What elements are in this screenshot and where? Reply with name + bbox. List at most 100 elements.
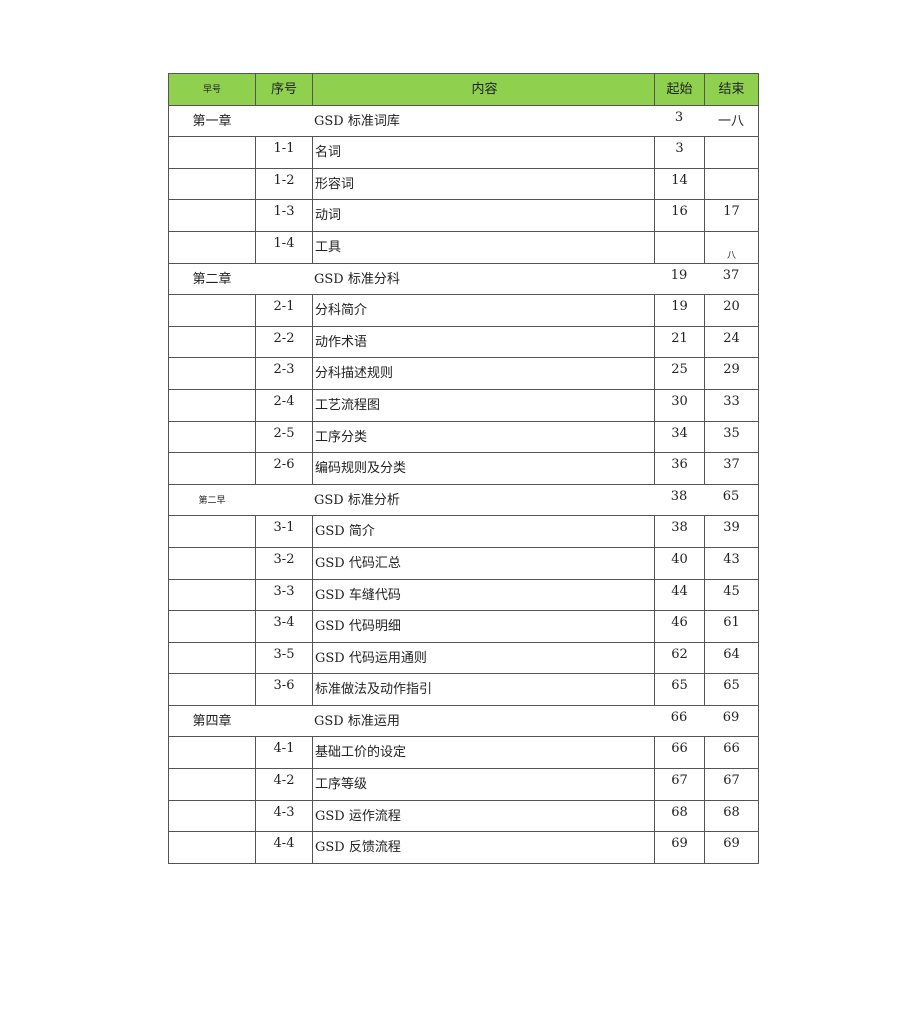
start-page-cell: 66 (654, 737, 704, 769)
chapter-cell (169, 801, 255, 832)
chapter-cell (169, 232, 255, 263)
chapter-cell (169, 548, 255, 579)
content-cell: 标准做法及动作指引 (312, 674, 654, 705)
seq-cell: 3-2 (255, 547, 312, 579)
seq-cell (255, 106, 312, 137)
chapter-row: 第二早 GSD 标准分析 38 65 (169, 485, 758, 517)
section-row: 1-4 工具 八 (169, 231, 758, 264)
content-cell: 名词 (312, 137, 654, 168)
chapter-cell (169, 358, 255, 389)
start-page-cell: 14 (654, 168, 704, 200)
content-cell: GSD 代码明细 (312, 611, 654, 642)
start-page-cell: 3 (674, 109, 684, 125)
content-cell: 动作术语 (312, 326, 654, 358)
toc-table: 早号 序号 内容 起始 结束 第一章 GSD 标准词库 3 一八 1-1 名词 3 1-2 形容… (168, 73, 759, 864)
seq-cell: 3-4 (255, 611, 312, 642)
seq-cell: 4-2 (255, 769, 312, 800)
section-row: 3-5 GSD 代码运用通则 62 64 (169, 642, 758, 675)
start-page-cell: 65 (654, 674, 704, 705)
end-page-cell: 八 (704, 231, 758, 263)
content-cell: GSD 代码运用通则 (312, 642, 654, 674)
start-page-cell: 19 (670, 267, 688, 283)
seq-cell: 4-4 (255, 832, 312, 863)
content-cell: GSD 运作流程 (312, 800, 654, 832)
chapter-cell (169, 674, 255, 705)
start-page-cell: 44 (654, 579, 704, 611)
start-page-cell: 46 (654, 611, 704, 642)
start-page-cell: 66 (670, 709, 688, 725)
section-row: 4-2 工序等级 67 67 (169, 769, 758, 801)
chapter-cell (169, 390, 255, 421)
chapter-row: 第一章 GSD 标准词库 3 一八 (169, 106, 758, 138)
start-page-cell: 25 (654, 358, 704, 389)
end-page-cell: 67 (704, 769, 758, 800)
header-end: 结束 (704, 74, 758, 105)
seq-cell: 1-1 (255, 137, 312, 168)
seq-cell: 2-5 (255, 421, 312, 453)
content-cell: GSD 代码汇总 (312, 547, 654, 579)
header-start: 起始 (654, 74, 704, 105)
chapter-cell (169, 200, 255, 231)
content-cell: 基础工价的设定 (312, 737, 654, 769)
content-cell: 动词 (312, 200, 654, 231)
end-page-cell: 45 (704, 579, 758, 611)
section-row: 2-2 动作术语 21 24 (169, 326, 758, 359)
seq-cell: 3-6 (255, 674, 312, 705)
content-cell: 工序分类 (312, 421, 654, 453)
section-row: 3-1 GSD 简介 38 39 (169, 516, 758, 548)
section-row: 3-2 GSD 代码汇总 40 43 (169, 547, 758, 580)
seq-cell: 1-4 (255, 231, 312, 263)
end-page-cell: 68 (704, 800, 758, 832)
seq-cell: 2-3 (255, 358, 312, 389)
end-page-cell: 33 (704, 389, 758, 421)
end-page-cell: 61 (704, 611, 758, 642)
content-cell: GSD 反馈流程 (312, 832, 654, 863)
section-row: 1-3 动词 16 17 (169, 200, 758, 232)
start-page-cell: 34 (654, 421, 704, 453)
table-header: 早号 序号 内容 起始 结束 (169, 74, 758, 106)
end-page-cell: 一八 (717, 113, 744, 129)
content-cell: GSD 简介 (312, 516, 654, 547)
start-page-cell: 62 (654, 642, 704, 674)
chapter-cell: 第二早 (198, 495, 226, 506)
chapter-cell (169, 643, 255, 674)
chapter-cell (169, 737, 255, 768)
section-row: 2-4 工艺流程图 30 33 (169, 389, 758, 422)
chapter-cell (169, 137, 255, 168)
content-cell: GSD 标准分析 (314, 492, 400, 508)
section-row: 2-3 分科描述规则 25 29 (169, 358, 758, 390)
chapter-cell (169, 516, 255, 547)
chapter-row: 第四章 GSD 标准运用 66 69 (169, 706, 758, 738)
content-cell: 分科简介 (312, 295, 654, 326)
seq-cell: 3-3 (255, 579, 312, 611)
chapter-cell (169, 611, 255, 642)
end-page-cell: 65 (704, 674, 758, 705)
end-page-cell: 43 (704, 547, 758, 579)
end-page-cell: 37 (722, 267, 740, 283)
start-page-cell: 21 (654, 326, 704, 358)
section-row: 2-1 分科简介 19 20 (169, 295, 758, 327)
end-page-cell: 37 (704, 453, 758, 484)
chapter-row: 第二章 GSD 标准分科 19 37 (169, 264, 758, 296)
section-row: 1-1 名词 3 (169, 137, 758, 169)
start-page-cell: 67 (654, 769, 704, 800)
header-seq: 序号 (255, 74, 312, 105)
section-row: 4-4 GSD 反馈流程 69 69 (169, 832, 758, 864)
section-row: 1-2 形容词 14 (169, 168, 758, 201)
end-page-cell: 66 (704, 737, 758, 769)
start-page-cell: 69 (654, 832, 704, 863)
seq-cell: 4-1 (255, 737, 312, 769)
header-chapter: 早号 (202, 85, 221, 95)
end-page-cell: 20 (704, 295, 758, 326)
seq-cell: 1-2 (255, 168, 312, 200)
end-page-cell: 69 (704, 832, 758, 863)
chapter-cell (169, 769, 255, 800)
chapter-cell: 第四章 (192, 713, 232, 729)
end-page-cell: 35 (704, 421, 758, 453)
seq-cell (255, 264, 312, 295)
start-page-cell: 38 (654, 516, 704, 547)
end-page-cell: 24 (704, 326, 758, 358)
chapter-cell (169, 453, 255, 484)
start-page-cell: 19 (654, 295, 704, 326)
content-cell: GSD 标准运用 (314, 713, 400, 729)
